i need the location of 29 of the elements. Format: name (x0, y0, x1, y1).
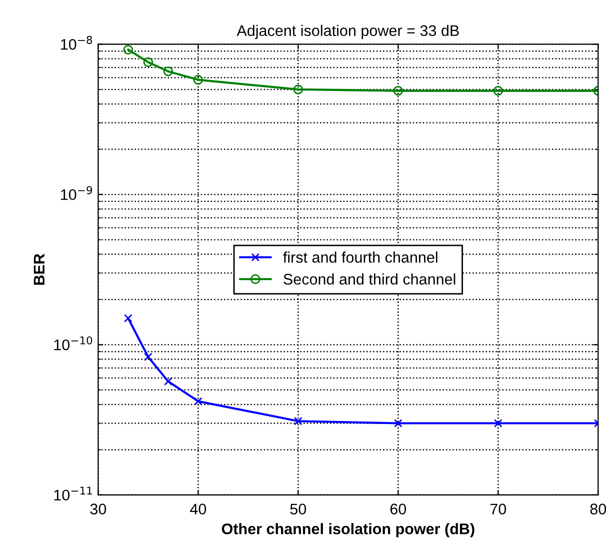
point (493, 86, 503, 96)
x-tick-label: 70 (490, 504, 506, 514)
point (294, 416, 302, 426)
x-tick-label: 30 (90, 504, 106, 514)
point (143, 57, 154, 68)
legend-label: Second and third channel (284, 273, 456, 285)
x-axis-title: Other channel isolation power (dB) (222, 523, 474, 538)
point (394, 419, 402, 428)
point (193, 74, 204, 85)
x-tick-label: 50 (290, 504, 306, 514)
point (124, 314, 132, 322)
y-axis-title: BER (34, 254, 44, 285)
legend-label: first and fourth channel (283, 252, 438, 263)
point (194, 397, 202, 406)
y-tick-label: 10$^{−8}$ (61, 36, 92, 50)
point (494, 419, 502, 428)
point (144, 352, 152, 362)
x-tick-label: 40 (190, 504, 206, 514)
point (163, 66, 174, 76)
chart-title: Adjacent isolation power = 33 dB (236, 24, 459, 40)
y-tick-label: 10$^{−10}$ (54, 336, 92, 350)
point (393, 86, 404, 96)
x-tick-label: 60 (390, 504, 406, 514)
y-tick-label: 10$^{−11}$ (54, 486, 92, 501)
y-tick-label: 10$^{−9}$ (61, 186, 92, 200)
x-tick-label: 80 (590, 504, 606, 514)
point (293, 84, 304, 94)
point (123, 44, 134, 55)
point (164, 377, 172, 386)
